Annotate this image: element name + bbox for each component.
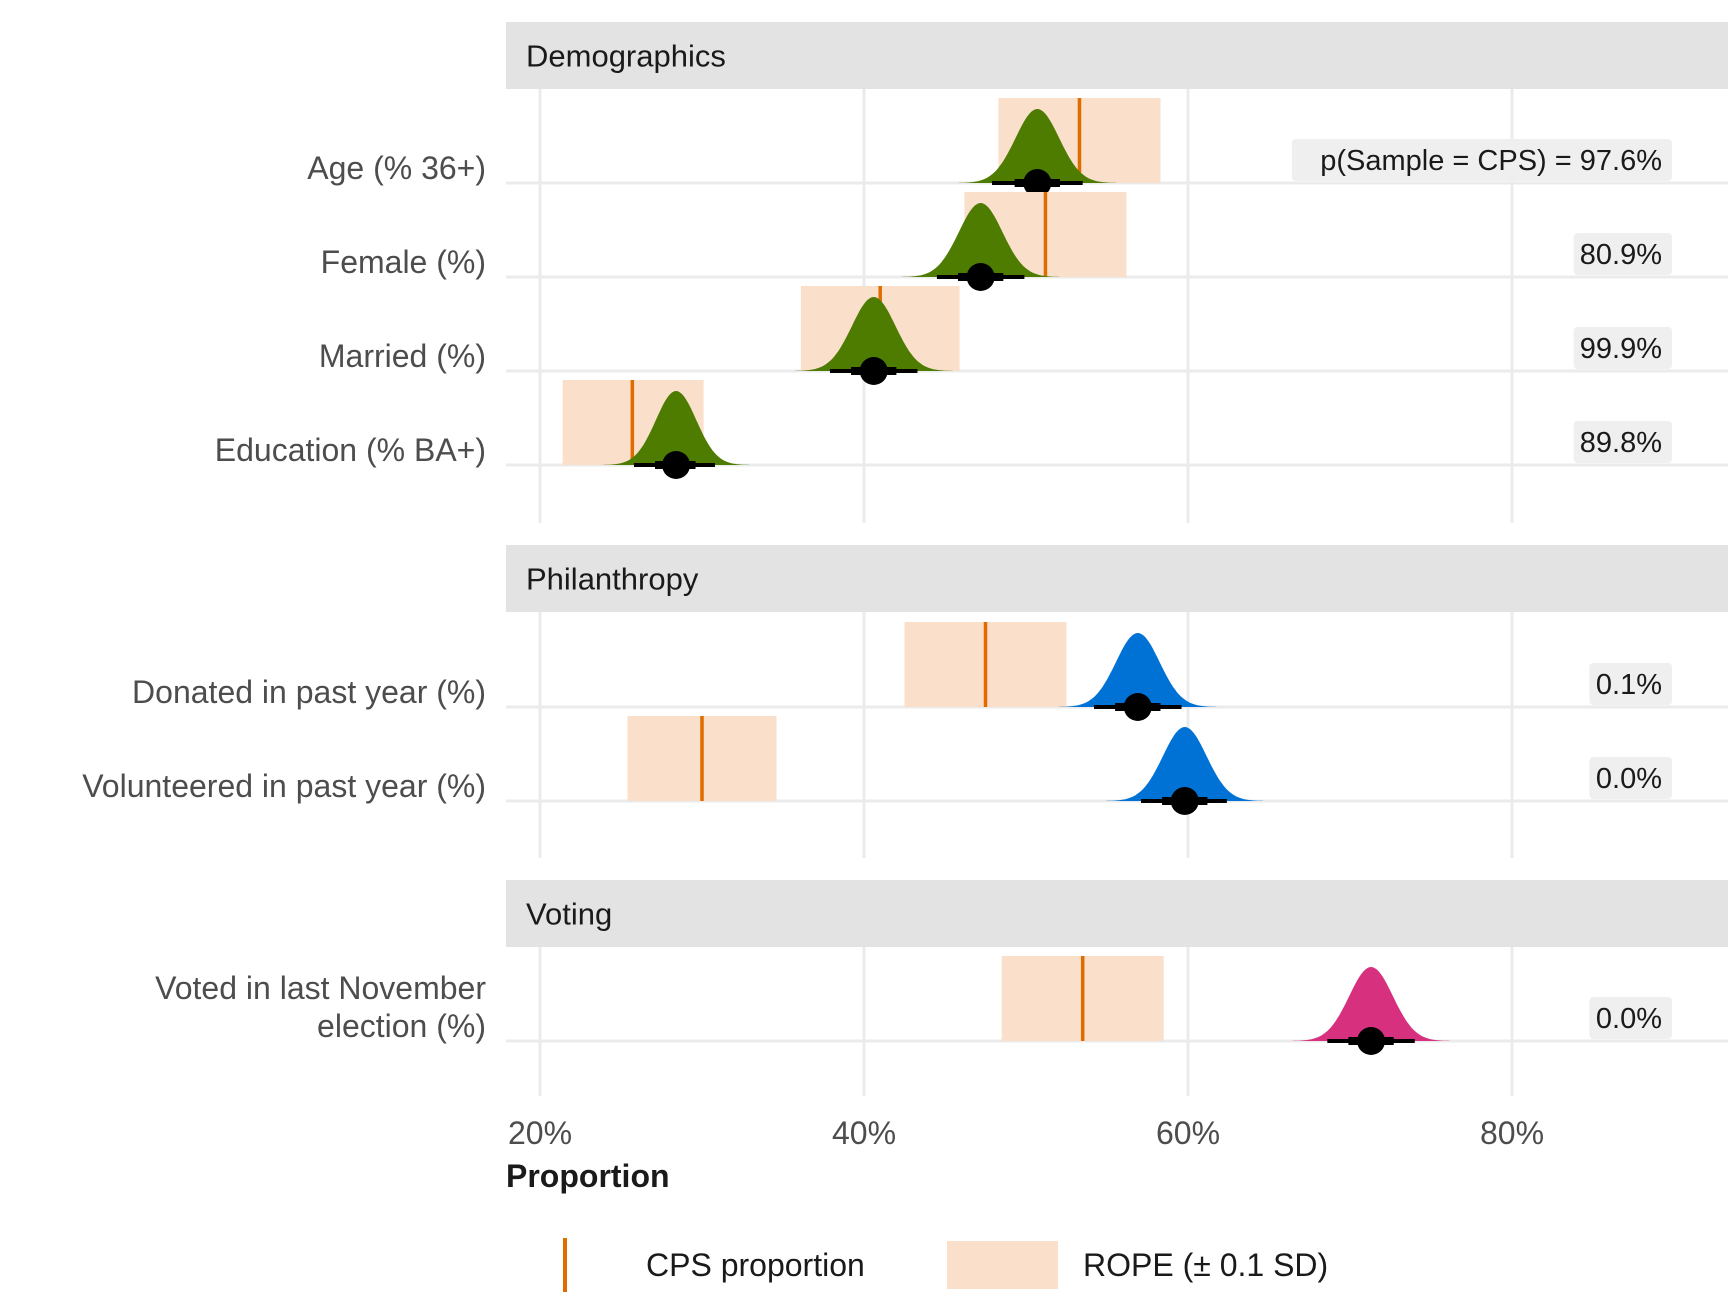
probability-label-box [1589, 997, 1672, 1039]
panel-title: Voting [526, 897, 612, 932]
probability-label-box [1573, 421, 1672, 463]
posterior-density [958, 109, 1117, 183]
panel-strip [506, 880, 1728, 947]
point-estimate [1170, 787, 1199, 815]
x-tick-label: 20% [508, 1115, 572, 1151]
posterior-density [795, 297, 953, 371]
legend-rope-label: ROPE (± 0.1 SD) [1083, 1247, 1328, 1283]
row-label: Age (% 36+) [307, 150, 486, 186]
row-label: Female (%) [321, 244, 486, 280]
posterior-density [603, 391, 749, 465]
probability-label-box [1589, 757, 1672, 799]
probability-label: 0.0% [1596, 763, 1662, 795]
x-tick-label: 60% [1156, 1115, 1220, 1151]
probability-label: 80.9% [1580, 239, 1662, 271]
probability-label: 0.0% [1596, 1003, 1662, 1035]
probability-label: 89.8% [1580, 427, 1662, 459]
point-estimate [662, 451, 691, 479]
row-label: Donated in past year (%) [132, 674, 486, 710]
panel-strip [506, 22, 1728, 89]
row-label: Education (% BA+) [215, 432, 486, 468]
probability-label: p(Sample = CPS) = 97.6% [1320, 145, 1662, 177]
legend-cps-label: CPS proportion [646, 1247, 865, 1283]
posterior-density [1059, 633, 1217, 707]
probability-label: 0.1% [1596, 669, 1662, 701]
posterior-density [1106, 727, 1264, 801]
point-estimate [1023, 169, 1052, 197]
probability-label-box [1291, 139, 1672, 181]
row-label: Volunteered in past year (%) [82, 768, 486, 804]
row-label: Voted in last November [155, 970, 486, 1006]
probability-label-box [1573, 327, 1672, 369]
x-tick-label: 80% [1480, 1115, 1544, 1151]
point-estimate [966, 263, 995, 291]
x-axis-title: Proportion [506, 1158, 670, 1194]
legend-rope-key [947, 1241, 1058, 1289]
posterior-density [1292, 967, 1450, 1041]
probability-label-box [1573, 233, 1672, 275]
probability-label: 99.9% [1580, 333, 1662, 365]
row-label: Married (%) [319, 338, 486, 374]
panel-title: Demographics [526, 39, 726, 74]
panel-strip [506, 545, 1728, 612]
point-estimate [1357, 1027, 1386, 1055]
x-tick-label: 40% [832, 1115, 896, 1151]
row-label: election (%) [317, 1008, 486, 1044]
probability-label-box [1589, 663, 1672, 705]
panel-title: Philanthropy [526, 562, 699, 597]
posterior-density [901, 203, 1060, 277]
point-estimate [859, 357, 888, 385]
point-estimate [1123, 693, 1152, 721]
